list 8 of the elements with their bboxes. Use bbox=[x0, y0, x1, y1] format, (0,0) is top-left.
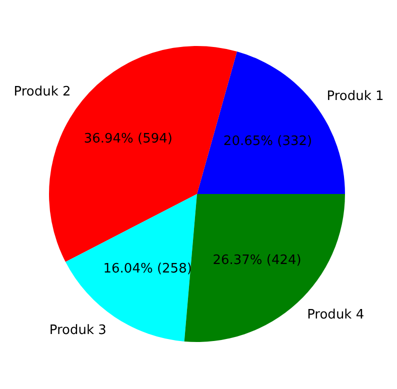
slice-label: Produk 1 bbox=[326, 89, 384, 104]
data-label: 36.94% (594) bbox=[84, 131, 172, 146]
slice-label: Produk 2 bbox=[14, 84, 71, 100]
data-label: 20.65% (332) bbox=[223, 134, 312, 149]
slice-label: Produk 3 bbox=[49, 322, 106, 338]
data-label: 16.04% (258) bbox=[103, 261, 192, 276]
slice-label: Produk 4 bbox=[307, 308, 364, 323]
data-label: 26.37% (424) bbox=[212, 252, 302, 268]
